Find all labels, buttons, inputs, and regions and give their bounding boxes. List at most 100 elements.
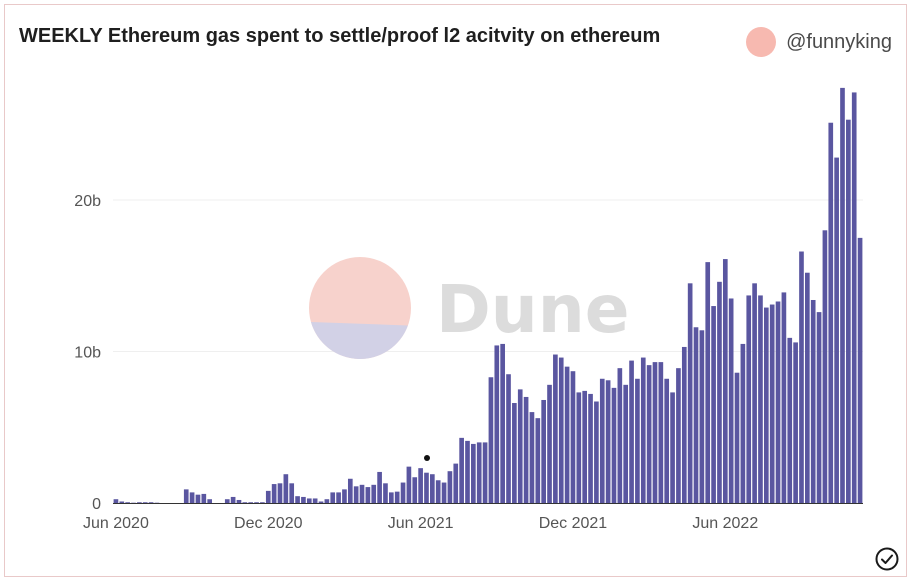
bar[interactable] xyxy=(758,295,763,503)
bar[interactable] xyxy=(670,392,675,503)
bar[interactable] xyxy=(664,378,670,503)
bar[interactable] xyxy=(717,281,722,503)
bar[interactable] xyxy=(547,384,552,503)
bar[interactable] xyxy=(857,237,863,504)
bar[interactable] xyxy=(517,389,523,504)
bar[interactable] xyxy=(435,480,441,503)
bar[interactable] xyxy=(594,401,599,504)
author-name[interactable]: @funnyking xyxy=(786,30,892,53)
bar[interactable] xyxy=(306,498,312,503)
bar[interactable] xyxy=(119,501,125,504)
bar[interactable] xyxy=(137,502,142,503)
bar[interactable] xyxy=(611,387,617,503)
bar[interactable] xyxy=(312,498,318,503)
bar[interactable] xyxy=(576,392,582,503)
bar[interactable] xyxy=(535,418,541,503)
bar[interactable] xyxy=(336,492,341,503)
bar[interactable] xyxy=(494,345,500,503)
bar[interactable] xyxy=(558,357,564,503)
bar[interactable] xyxy=(488,377,494,503)
bar[interactable] xyxy=(834,157,839,503)
bar[interactable] xyxy=(676,368,681,503)
bar[interactable] xyxy=(828,122,834,503)
bar[interactable] xyxy=(400,482,406,503)
bar[interactable] xyxy=(265,490,271,503)
bar[interactable] xyxy=(283,474,289,503)
bar[interactable] xyxy=(752,283,757,503)
bar[interactable] xyxy=(699,330,705,503)
bar[interactable] xyxy=(441,482,447,503)
bar[interactable] xyxy=(705,262,711,504)
bar[interactable] xyxy=(113,499,119,503)
bar[interactable] xyxy=(459,437,464,503)
bar[interactable] xyxy=(640,357,646,503)
bar[interactable] xyxy=(324,499,330,503)
bar[interactable] xyxy=(236,499,242,503)
bar[interactable] xyxy=(582,390,588,503)
bar[interactable] xyxy=(781,292,787,503)
bar[interactable] xyxy=(728,298,734,504)
bar[interactable] xyxy=(359,484,365,503)
bar[interactable] xyxy=(453,463,459,503)
bar[interactable] xyxy=(769,304,775,503)
bar[interactable] xyxy=(412,477,418,503)
bar[interactable] xyxy=(570,371,576,503)
bar[interactable] xyxy=(330,492,336,503)
bar[interactable] xyxy=(793,342,798,503)
bar[interactable] xyxy=(242,502,248,503)
bar[interactable] xyxy=(846,119,851,503)
bar[interactable] xyxy=(629,360,634,503)
bar[interactable] xyxy=(763,307,769,503)
bar[interactable] xyxy=(318,501,324,504)
bar[interactable] xyxy=(388,492,394,503)
bar[interactable] xyxy=(746,295,752,503)
bar[interactable] xyxy=(383,483,388,504)
bar[interactable] xyxy=(523,396,529,503)
bar[interactable] xyxy=(418,468,423,503)
bar[interactable] xyxy=(148,502,154,503)
bar[interactable] xyxy=(271,484,277,503)
bar[interactable] xyxy=(693,327,699,503)
bar[interactable] xyxy=(851,92,857,504)
bar[interactable] xyxy=(260,502,265,503)
bar[interactable] xyxy=(183,489,189,503)
bar[interactable] xyxy=(482,442,488,503)
bar[interactable] xyxy=(722,259,728,503)
bar[interactable] xyxy=(195,494,201,503)
bar[interactable] xyxy=(840,87,845,503)
check-circle-icon[interactable] xyxy=(875,547,899,571)
bar[interactable] xyxy=(277,483,283,504)
bar[interactable] xyxy=(254,502,259,503)
bar[interactable] xyxy=(799,251,804,503)
bar[interactable] xyxy=(189,492,195,503)
bar[interactable] xyxy=(805,272,810,503)
bar[interactable] xyxy=(295,496,300,503)
bar[interactable] xyxy=(289,483,295,504)
bar[interactable] xyxy=(342,489,347,503)
bar[interactable] xyxy=(529,412,535,503)
bar[interactable] xyxy=(142,502,148,503)
bar[interactable] xyxy=(564,366,570,503)
bar[interactable] xyxy=(353,486,359,503)
bar[interactable] xyxy=(617,368,623,503)
bar[interactable] xyxy=(623,384,629,503)
bar[interactable] xyxy=(465,440,470,503)
bar[interactable] xyxy=(541,399,546,503)
bar[interactable] xyxy=(711,306,716,503)
bar[interactable] xyxy=(365,487,371,503)
bar[interactable] xyxy=(230,496,236,503)
bar[interactable] xyxy=(224,499,230,503)
bar[interactable] xyxy=(125,502,130,503)
bar[interactable] xyxy=(471,443,476,504)
bar[interactable] xyxy=(424,472,429,503)
bar[interactable] xyxy=(652,362,658,504)
bar[interactable] xyxy=(775,301,781,504)
bar[interactable] xyxy=(599,378,605,503)
bar[interactable] xyxy=(301,496,306,503)
bar[interactable] xyxy=(734,372,740,503)
bar[interactable] xyxy=(658,362,664,504)
bar[interactable] xyxy=(201,493,207,503)
bar[interactable] xyxy=(635,378,640,503)
bar[interactable] xyxy=(822,230,828,504)
bar[interactable] xyxy=(506,374,511,504)
